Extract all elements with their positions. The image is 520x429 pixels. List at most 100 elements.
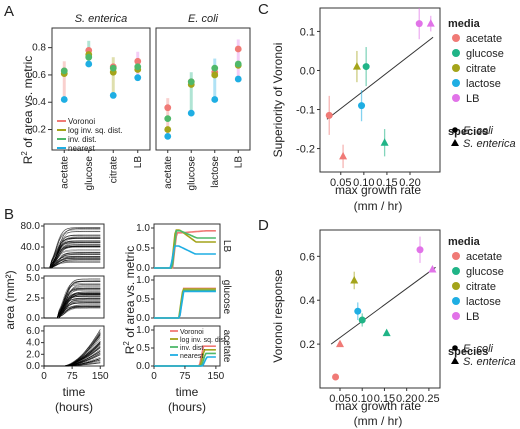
- panel-D-legend-species-circle: [452, 345, 458, 351]
- panel-B-legend-label: log inv. sq. dist.: [180, 337, 228, 344]
- panel-A-point: [234, 60, 242, 68]
- panel-C-point-triangle: [380, 138, 389, 146]
- panel-D-legend-media-label: lactose: [466, 296, 501, 308]
- panel-A-point: [234, 45, 242, 53]
- panel-A-point: [60, 96, 68, 103]
- panel-B-row-label: glucose: [221, 280, 232, 315]
- panel-A-legend-label: log inv. sq. dist.: [68, 126, 123, 135]
- panel-A-point: [85, 60, 93, 68]
- panel-A-xtick-label: lactose: [210, 156, 221, 188]
- panel-D-point-circle: [354, 307, 362, 315]
- panel-D-point-triangle: [428, 265, 437, 273]
- panel-B-left-ytick-label: 6.0: [26, 326, 40, 337]
- panel-C-ytick-label: 0.1: [300, 26, 315, 38]
- panel-B-growth-curve: [44, 259, 101, 269]
- panel-D-legend-media-key: [452, 267, 460, 275]
- panel-A-legend-label: inv. dist.: [68, 135, 97, 144]
- panel-C-legend-media-key: [452, 64, 460, 72]
- panel-C-point-triangle: [339, 151, 348, 160]
- panel-D-trend-line: [330, 266, 436, 345]
- panel-B-xtick-label: 0: [41, 371, 47, 382]
- panel-B-xtick-label: 150: [208, 371, 225, 382]
- panel-B-ylabel-right: R2 of area vs. metric: [122, 246, 137, 355]
- panel-C-legend-media-label: LB: [466, 93, 479, 105]
- panel-B-legend-label: nearest: [180, 353, 203, 360]
- panel-C-legend-species-circle: [452, 127, 458, 133]
- panel-B-xtick-label: 75: [179, 371, 191, 382]
- panel-B-growth-curve: [44, 307, 101, 319]
- panel-C-species-title: species: [448, 126, 488, 138]
- panel-C-legend-media-key: [452, 94, 460, 102]
- panel-D-legend-media-label: citrate: [466, 281, 496, 293]
- panel-D-xtick-label: 0.15: [374, 393, 395, 405]
- panel-A-ytick-label: 0.2: [32, 125, 46, 136]
- panel-C-legend-media-key: [452, 34, 460, 42]
- panel-A-point: [164, 104, 172, 112]
- panel-D-ytick-label: 0.2: [300, 339, 315, 351]
- panel-C-frame: [319, 7, 441, 173]
- panel-B-left-ytick-label: 2.0: [26, 349, 40, 360]
- panel-D-media-title: media: [448, 236, 481, 248]
- panel-D-legend-media-key: [452, 252, 460, 260]
- panel-B-left-ytick-label: 2.5: [26, 293, 40, 304]
- panel-C-legend-media-key: [452, 49, 460, 57]
- panel-B-xlabel-line1: time: [176, 385, 199, 399]
- panel-C-legend-species-triangle: [451, 139, 459, 146]
- panel-C-legend-media-label: glucose: [466, 48, 504, 60]
- panel-A-point: [187, 78, 195, 86]
- panel-D-legend-species-label: E. coli: [463, 343, 494, 355]
- panel-A-point: [164, 132, 172, 140]
- panel-D-legend-species-triangle: [451, 357, 459, 364]
- panel-B-left-frame: [43, 325, 105, 367]
- panel-B-row-label: LB: [221, 240, 232, 253]
- panel-D-species-title: species: [448, 346, 488, 358]
- panel-D-legend-media-label: LB: [466, 311, 479, 323]
- panel-C-xlabel-1: max growth rate: [335, 183, 421, 197]
- panel-A-xtick-label: glucose: [84, 156, 95, 191]
- panel-B-ylabel-right-rest: of area vs. metric: [123, 246, 137, 341]
- panel-A-point: [164, 126, 172, 133]
- panel-C-xtick-label: 0.05: [330, 177, 351, 189]
- panel-C-legend-media-label: lactose: [466, 78, 501, 90]
- panel-A-point: [234, 75, 242, 83]
- panel-B: LB0.040.080.00.00.51.0glucose0.02.55.00.…: [21, 221, 232, 414]
- panel-D-letter: D: [258, 217, 269, 234]
- panel-C-ytick-label: -0.1: [296, 105, 315, 117]
- panel-B-growth-curve: [44, 307, 101, 319]
- panel-C-ytick-label: 0.0: [300, 65, 315, 77]
- panel-A-point: [211, 64, 219, 72]
- panel-B-r2-curve: [154, 245, 216, 269]
- panel-A-point: [134, 63, 142, 71]
- panel-A-xtick-label: glucose: [186, 156, 197, 191]
- panel-C-ytick-label: -0.2: [296, 144, 315, 156]
- panel-D-ylabel: Voronoi response: [271, 269, 285, 363]
- panel-C-trend-line: [326, 36, 434, 120]
- panel-B-left-ytick-label: 0.0: [26, 263, 40, 274]
- panel-D-point-circle: [416, 246, 424, 254]
- panel-A-legend-label: nearest: [68, 144, 95, 153]
- panel-A-facet-frame: [51, 27, 151, 151]
- panel-B-growth-curve: [44, 254, 101, 269]
- panel-B-letter: B: [4, 206, 14, 223]
- panel-B-growth-curve: [44, 358, 101, 367]
- panel-B-right-ytick-label: 0.5: [136, 294, 150, 305]
- panel-A-ytick-label: 0.6: [32, 70, 46, 81]
- panel-C: 0.05 0.10 0.15 0.20 -0.2 -0.1 0.0 0.1 acetate glu…: [296, 7, 516, 189]
- panel-D-legend-media-key: [452, 282, 460, 290]
- panel-C-point-triangle: [426, 19, 435, 27]
- panel-A-ytick-label: 0.8: [32, 43, 46, 54]
- panel-B-growth-curve: [44, 302, 101, 319]
- panel-B-ylabel-right-main: R: [123, 345, 137, 354]
- panel-B-right-ytick-label: 0.0: [136, 361, 150, 372]
- panel-C-legend: media species: [448, 18, 488, 138]
- panel-B-left-frame: [43, 275, 105, 319]
- panel-A-point: [164, 115, 172, 123]
- panel-C-legend-media-label: citrate: [466, 63, 496, 75]
- panel-A-xtick-label: acetate: [59, 156, 70, 189]
- panel-C-media-title: media: [448, 18, 481, 30]
- panel-A-point: [211, 96, 219, 103]
- panel-B-r2-curve: [154, 287, 216, 319]
- panel-B-growth-curve: [44, 242, 101, 269]
- panel-D-xtick-label: 0.10: [352, 393, 373, 405]
